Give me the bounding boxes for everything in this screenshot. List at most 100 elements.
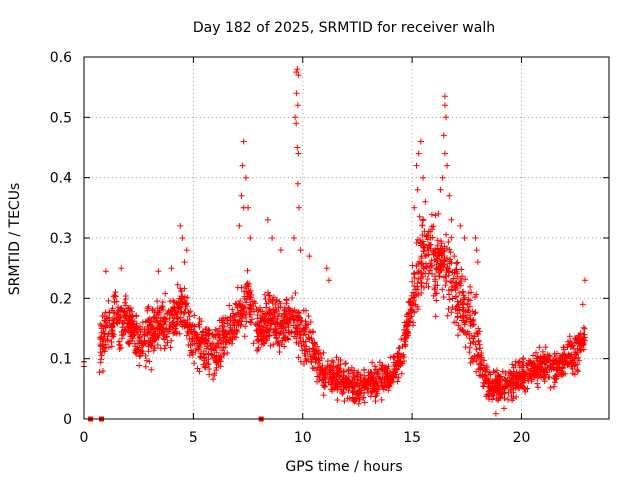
data-point: [516, 370, 523, 377]
data-point: [146, 319, 153, 326]
data-point: [227, 317, 234, 324]
data-point: [153, 315, 160, 322]
data-point: [97, 334, 104, 341]
data-point: [441, 102, 448, 109]
data-point: [333, 354, 340, 361]
data-point: [320, 392, 327, 399]
data-point: [295, 72, 302, 79]
data-point: [238, 192, 245, 199]
data-point: [334, 365, 341, 372]
data-point: [456, 307, 463, 314]
data-point: [218, 340, 225, 347]
data-point: [265, 328, 271, 335]
data-point: [293, 120, 300, 127]
data-point: [145, 348, 152, 355]
data-point: [558, 367, 565, 374]
data-point: [459, 289, 466, 296]
data-point: [273, 335, 279, 342]
data-point: [409, 262, 416, 269]
data-point: [180, 317, 187, 324]
data-point: [295, 150, 302, 157]
data-point: [181, 285, 188, 292]
data-point: [102, 309, 109, 316]
data-point: [220, 344, 227, 351]
y-tick-label: 0: [63, 412, 72, 428]
data-point: [384, 365, 390, 372]
data-point: [144, 305, 151, 312]
data-point: [177, 222, 184, 229]
data-point: [184, 303, 190, 310]
y-tick-label: 0.2: [50, 291, 72, 307]
data-point: [416, 258, 423, 265]
data-point: [481, 380, 488, 387]
data-point: [337, 386, 344, 392]
data-point: [513, 379, 519, 385]
data-point: [292, 290, 299, 296]
data-point: [136, 353, 143, 360]
data-point: [433, 290, 440, 297]
data-point: [423, 233, 430, 240]
data-point: [386, 382, 393, 389]
data-point: [567, 352, 574, 359]
data-point: [570, 359, 577, 366]
data-point: [128, 337, 135, 344]
data-point: [292, 324, 299, 331]
data-point: [250, 303, 257, 310]
data-point: [167, 298, 174, 305]
data-point: [530, 352, 537, 359]
data-point: [217, 363, 224, 370]
data-point: [403, 311, 410, 318]
data-point: [167, 344, 174, 351]
data-point: [573, 337, 580, 343]
data-point: [211, 372, 218, 379]
data-point: [100, 328, 107, 335]
data-point: [261, 332, 268, 339]
data-point: [395, 362, 402, 369]
data-point: [294, 180, 301, 187]
data-point: [189, 351, 196, 358]
data-point: [204, 343, 211, 350]
data-point: [385, 387, 392, 394]
data-point: [173, 322, 180, 329]
data-point: [471, 310, 478, 317]
data-point: [147, 322, 154, 329]
data-point: [145, 303, 152, 310]
data-point: [374, 369, 381, 376]
data-point: [236, 222, 243, 229]
data-point: [447, 278, 454, 285]
data-point: [510, 364, 517, 371]
data-point: [428, 241, 434, 248]
data-point: [440, 262, 447, 269]
data-point: [457, 222, 464, 229]
data-point: [382, 364, 389, 371]
data-point: [104, 322, 111, 329]
data-point: [205, 350, 212, 357]
data-point: [448, 309, 455, 316]
data-point: [451, 319, 458, 326]
data-point: [242, 174, 249, 181]
data-point: [402, 332, 409, 339]
data-point: [538, 366, 545, 372]
data-point: [308, 358, 315, 365]
data-point: [580, 331, 587, 338]
data-point: [200, 361, 207, 368]
data-point: [475, 337, 482, 344]
data-point: [179, 293, 186, 300]
data-point: [452, 306, 459, 313]
data-point: [97, 349, 104, 356]
data-point: [450, 275, 457, 282]
data-point: [141, 332, 148, 339]
data-point: [208, 346, 215, 353]
data-point: [277, 300, 284, 307]
data-point: [316, 376, 323, 383]
y-tick-label: 0.3: [50, 231, 72, 247]
data-point: [449, 295, 456, 302]
data-point: [370, 385, 377, 392]
data-point: [275, 313, 281, 320]
data-point: [556, 355, 563, 362]
data-point: [467, 359, 474, 366]
data-point: [247, 301, 254, 308]
data-point: [365, 372, 372, 379]
data-point: [471, 333, 478, 340]
